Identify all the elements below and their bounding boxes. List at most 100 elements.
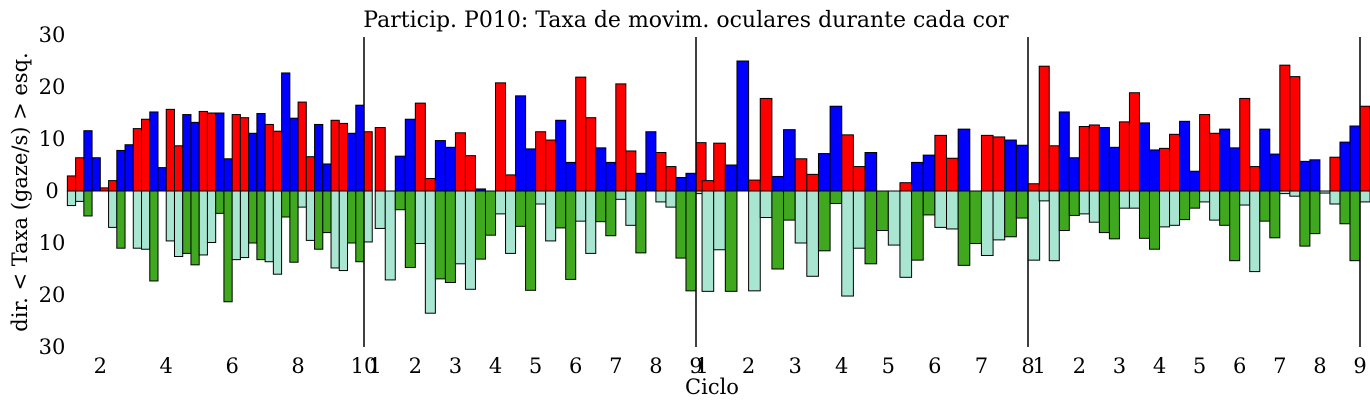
bar-right <box>1279 190 1291 195</box>
bar-right <box>876 190 889 232</box>
y-tick-label: 20 <box>39 283 66 307</box>
bar-left <box>1239 97 1251 192</box>
bar-right <box>899 190 913 278</box>
bar-right <box>394 190 406 211</box>
bar-left <box>1027 183 1041 192</box>
x-tick-label: 6 <box>928 354 941 378</box>
bar-left <box>198 110 208 192</box>
x-tick-label: 3 <box>449 354 462 378</box>
bar-right <box>1088 190 1100 223</box>
x-tick-label: 4 <box>835 354 848 378</box>
bar-right <box>75 190 85 202</box>
bar-left <box>1118 121 1130 192</box>
bar-left <box>555 119 567 192</box>
bar-right <box>535 190 547 205</box>
bar-left <box>1038 65 1050 192</box>
bar-left <box>864 152 878 192</box>
x-tick-label: 8 <box>1021 354 1034 378</box>
bar-left <box>173 145 184 192</box>
bar-left <box>701 180 715 192</box>
bar-left <box>1339 141 1351 192</box>
bar-left <box>665 166 677 192</box>
bar-left <box>1329 156 1341 192</box>
bar-right <box>1159 190 1171 228</box>
bar-right <box>946 190 959 230</box>
bar-left <box>434 140 446 192</box>
bar-right <box>1249 190 1261 273</box>
bar-right <box>190 190 200 266</box>
bar-left <box>585 117 597 192</box>
bar-right <box>355 190 365 263</box>
bar-left <box>748 179 761 192</box>
bar-left <box>645 131 657 192</box>
bar-left <box>736 60 750 192</box>
bar-right <box>585 190 597 254</box>
bar-left <box>806 173 819 192</box>
bar-right <box>635 190 647 254</box>
bar-right <box>1269 190 1281 239</box>
bar-left <box>605 161 617 192</box>
bar-right <box>248 190 258 244</box>
x-tick-label: 7 <box>975 354 988 378</box>
bar-right <box>1259 190 1271 222</box>
bar-right <box>575 190 587 222</box>
bar-left <box>305 156 316 192</box>
x-tick-label: 5 <box>1193 354 1206 378</box>
bar-left <box>1249 166 1261 192</box>
bar-left <box>116 149 126 192</box>
bar-right <box>1329 190 1341 205</box>
bar-right <box>675 190 687 259</box>
bar-right <box>215 190 225 214</box>
x-tick-label: 5 <box>882 354 895 378</box>
bar-right <box>322 190 332 234</box>
bar-left <box>957 128 971 192</box>
bar-left <box>783 129 796 192</box>
bar-left <box>132 128 143 192</box>
bar-right <box>980 190 994 256</box>
bar-right <box>1138 190 1150 239</box>
bar-right <box>198 190 208 256</box>
y-tick-label: 10 <box>39 231 66 255</box>
bar-left <box>724 164 738 192</box>
bar-left <box>545 139 557 192</box>
bar-left <box>1128 92 1140 192</box>
bar-left <box>322 163 332 192</box>
bar-left <box>1004 139 1017 192</box>
bar-right <box>434 190 446 280</box>
bar-left <box>922 154 936 192</box>
bar-right <box>1038 190 1050 202</box>
bar-left <box>272 130 283 192</box>
bar-right <box>1169 190 1181 226</box>
bar-left <box>525 148 537 192</box>
bar-right <box>223 190 233 303</box>
bar-right <box>132 190 143 249</box>
bar-right <box>1359 190 1370 203</box>
bar-right <box>1027 190 1041 261</box>
bar-right <box>841 190 854 297</box>
bar-right <box>1148 190 1161 250</box>
bar-right <box>272 190 283 275</box>
x-tick-label: 6 <box>225 354 238 378</box>
bar-right <box>424 190 436 314</box>
bar-right <box>1108 190 1120 240</box>
bar-left <box>1179 120 1191 192</box>
bar-left <box>374 127 386 192</box>
bar-right <box>1118 190 1130 209</box>
bar-left <box>1289 76 1301 192</box>
bar-right <box>1078 190 1090 215</box>
bar-left <box>1219 128 1231 192</box>
bar-left <box>66 175 77 192</box>
x-tick-label: 8 <box>291 354 304 378</box>
x-tick-label: 8 <box>1313 354 1326 378</box>
bar-left <box>141 118 151 192</box>
bar-left <box>515 95 527 192</box>
x-tick-label: 6 <box>569 354 582 378</box>
bar-right <box>173 190 184 258</box>
bar-left <box>347 132 357 192</box>
bar-right <box>1179 190 1191 221</box>
bar-left <box>206 112 217 192</box>
bar-left <box>1189 170 1201 192</box>
bar-left <box>215 112 225 192</box>
x-axis-label: Ciclo <box>685 375 739 399</box>
